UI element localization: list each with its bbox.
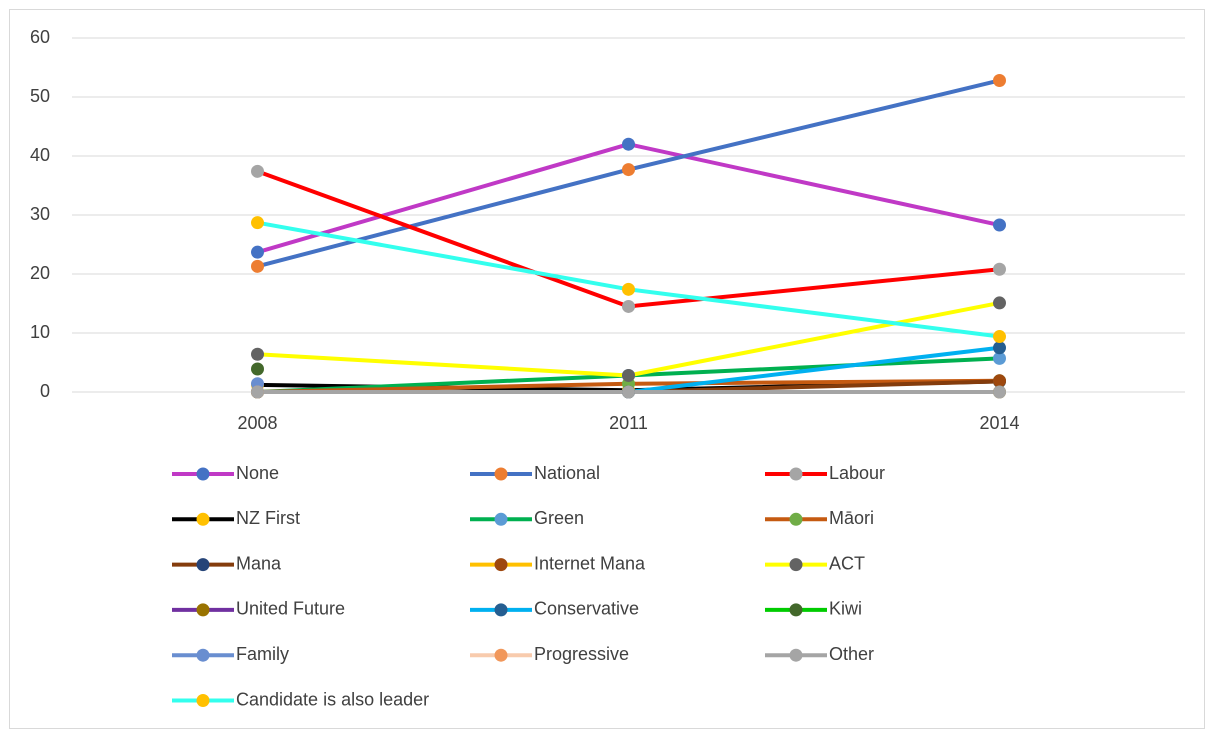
legend-label: Internet Mana xyxy=(534,553,646,573)
series-marker xyxy=(993,218,1006,232)
legend-marker xyxy=(196,512,210,526)
legend-marker xyxy=(789,467,803,481)
legend-marker xyxy=(196,648,210,662)
legend-marker xyxy=(494,512,508,526)
series-marker xyxy=(993,341,1006,355)
x-tick-label: 2011 xyxy=(609,413,648,433)
series-marker xyxy=(251,216,264,230)
legend-marker xyxy=(196,467,210,481)
y-tick-label: 50 xyxy=(30,86,50,106)
legend-label: None xyxy=(236,463,279,483)
legend-label: ACT xyxy=(829,553,865,573)
legend-label: Green xyxy=(534,508,584,528)
x-tick-label: 2008 xyxy=(237,413,277,433)
legend-label: Candidate is also leader xyxy=(236,689,429,709)
legend-label: NZ First xyxy=(236,508,300,528)
series-marker xyxy=(993,385,1006,399)
legend-marker xyxy=(196,603,210,617)
series-marker xyxy=(251,347,264,361)
series-marker xyxy=(993,73,1006,87)
legend-marker xyxy=(789,558,803,572)
legend-marker xyxy=(196,694,210,707)
legend-label: Other xyxy=(829,644,874,664)
series-marker xyxy=(622,299,635,313)
legend-label: Progressive xyxy=(534,644,629,664)
series-marker xyxy=(251,362,264,376)
legend-marker xyxy=(494,467,508,481)
legend-marker xyxy=(789,512,803,526)
series-marker xyxy=(251,385,264,399)
series-marker xyxy=(251,245,264,259)
legend-label: Conservative xyxy=(534,599,639,619)
y-tick-label: 60 xyxy=(30,27,50,47)
series-marker xyxy=(251,259,264,273)
legend-marker xyxy=(789,648,803,662)
series-marker xyxy=(622,368,635,382)
series-marker xyxy=(622,385,635,399)
chart-border xyxy=(9,9,1205,729)
series-marker xyxy=(993,374,1006,388)
legend-label: Family xyxy=(236,644,289,664)
legend-marker xyxy=(196,558,210,572)
series-marker xyxy=(622,282,635,296)
legend-label: National xyxy=(534,463,600,483)
series-marker xyxy=(993,262,1006,276)
series-line xyxy=(628,345,1000,394)
legend-label: United Future xyxy=(236,599,345,619)
y-tick-label: 20 xyxy=(30,263,50,283)
series-marker xyxy=(993,351,1006,365)
legend-marker xyxy=(494,558,508,572)
legend-label: Labour xyxy=(829,463,885,483)
legend-label: Māori xyxy=(829,508,874,528)
legend-label: Kiwi xyxy=(829,599,862,619)
legend-marker xyxy=(789,603,803,617)
series-marker xyxy=(251,164,264,178)
series-marker xyxy=(622,137,635,151)
y-tick-label: 0 xyxy=(40,381,50,401)
y-tick-label: 30 xyxy=(30,204,50,224)
series-marker xyxy=(993,330,1006,344)
legend-label: Mana xyxy=(236,553,282,573)
y-tick-label: 40 xyxy=(30,145,50,165)
x-tick-label: 2014 xyxy=(979,413,1019,433)
y-tick-label: 10 xyxy=(30,322,50,342)
legend-marker xyxy=(494,648,508,662)
legend-marker xyxy=(494,603,508,617)
series-marker xyxy=(993,296,1006,310)
series-marker xyxy=(622,163,635,177)
